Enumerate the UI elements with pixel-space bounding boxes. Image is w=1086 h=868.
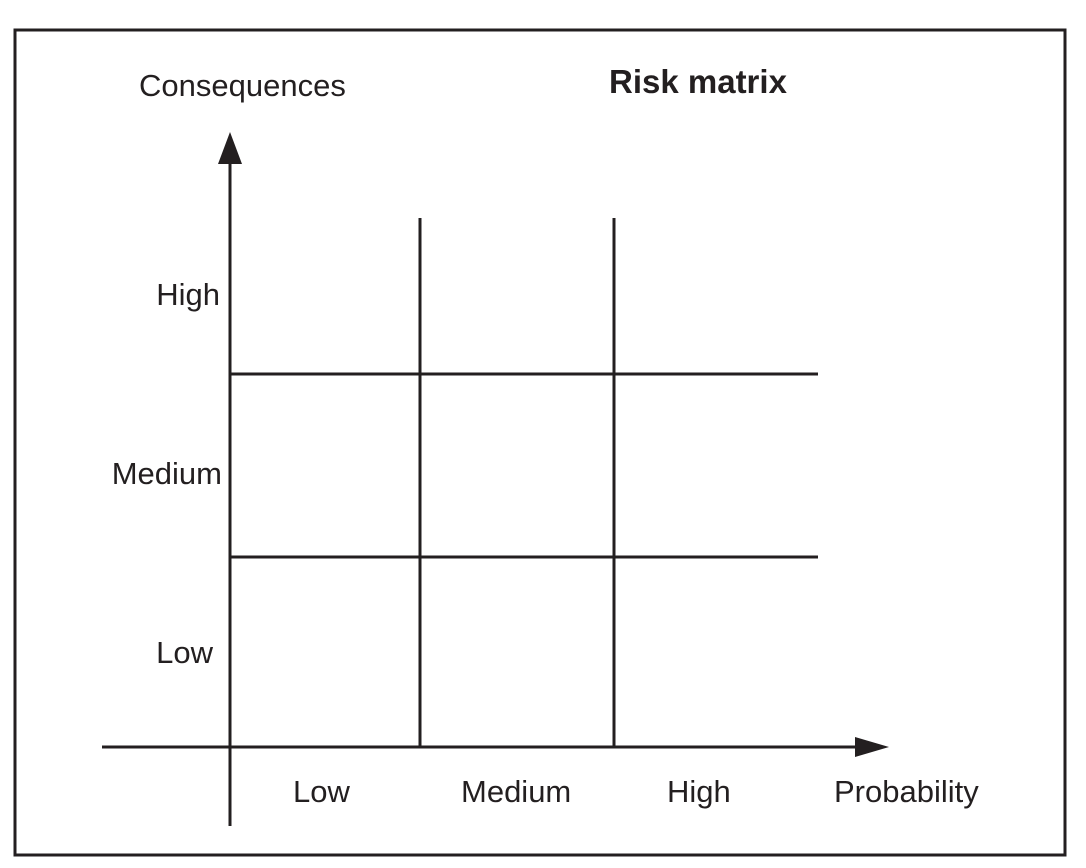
y-level-medium: Medium <box>111 456 222 491</box>
x-level-medium: Medium <box>461 774 572 809</box>
y-level-low: Low <box>156 635 213 670</box>
diagram-title: Risk matrix <box>609 63 787 100</box>
y-axis-label: Consequences <box>139 68 346 103</box>
outer-frame <box>13 28 1067 857</box>
y-axis-arrowhead <box>218 132 242 164</box>
x-level-high: High <box>667 774 731 809</box>
x-level-low: Low <box>293 774 350 809</box>
x-axis-label: Probability <box>834 774 979 809</box>
x-axis-arrowhead <box>855 737 889 757</box>
y-level-high: High <box>156 277 220 312</box>
